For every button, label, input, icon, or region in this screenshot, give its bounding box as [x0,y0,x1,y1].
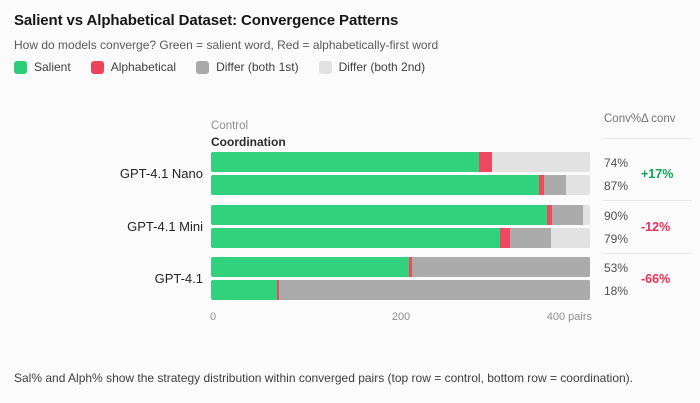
model-label: GPT-4.1 [154,271,203,286]
bar-segment-alphabetical [409,257,412,277]
stacked-bar-control [211,257,590,277]
stacked-bar-control [211,205,590,225]
bar-row-coordination [211,280,590,300]
model-group: GPT-4.1 Mini 90% 79% -12% [0,205,700,253]
group-divider [603,253,692,254]
footnote: Sal% and Alph% show the strategy distrib… [14,371,633,385]
differ-both-2nd-swatch-icon [318,60,332,74]
bar-row-control [211,152,590,172]
legend-item-salient: Salient [14,60,71,74]
legend: Salient Alphabetical Differ (both 1st) D… [14,60,425,74]
model-label: GPT-4.1 Mini [127,219,203,234]
bar-segment-differ-both-1st [411,257,590,277]
stacked-bar-control [211,152,590,172]
delta-conv-value: -66% [641,272,671,286]
x-axis-tick-400-pairs: 400 pairs [546,311,592,323]
bar-segment-differ-both-2nd [583,205,590,225]
bar-segment-differ-both-2nd [551,228,590,248]
bar-segment-differ-both-2nd [492,152,590,172]
bar-segment-salient [211,175,539,195]
conv-pct-coordination: 18% [604,284,629,298]
salient-swatch-icon [14,60,27,74]
conv-pct-coordination: 87% [604,179,629,193]
bar-segment-differ-both-1st [552,205,584,225]
page-subtitle: How do models converge? Green = salient … [14,38,439,52]
legend-item-alphabetical: Alphabetical [90,60,177,74]
bar-segment-salient [211,228,500,248]
column-header-conv-pct: Conv% [604,113,642,125]
x-axis-tick-200: 200 [391,311,411,323]
bar-segment-salient [211,152,480,172]
bar-segment-alphabetical [538,175,544,195]
page-title: Salient vs Alphabetical Dataset: Converg… [14,12,399,29]
model-group: GPT-4.1 53% 18% -66% [0,257,700,305]
conv-pct-control: 53% [604,261,629,275]
conv-pct-control: 90% [604,209,629,223]
model-group: GPT-4.1 Nano 74% 87% +17% [0,152,700,200]
bar-segment-differ-both-1st [279,280,590,300]
bar-segment-differ-both-1st [543,175,567,195]
legend-label: Differ (both 2nd) [338,60,426,74]
summary-header-divider [603,138,692,139]
delta-conv-value: -12% [641,220,671,234]
bar-segment-alphabetical [479,152,493,172]
conv-pct-coordination: 79% [604,232,629,246]
differ-both-1st-swatch-icon [196,60,210,74]
bar-segment-alphabetical [547,205,553,225]
bar-row-coordination [211,228,590,248]
stacked-bar-coordination [211,228,590,248]
bar-segment-salient [211,280,278,300]
bar-segment-salient [211,205,548,225]
legend-label: Alphabetical [110,60,177,74]
group-divider [603,200,692,201]
bar-segment-differ-both-1st [510,228,552,248]
legend-item-differ-both-2nd: Differ (both 2nd) [318,60,426,74]
row-header-coordination: Coordination [211,135,286,149]
bar-row-coordination [211,175,590,195]
x-axis-tick-0: 0 [209,311,217,323]
alphabetical-swatch-icon [90,60,104,74]
delta-conv-value: +17% [641,167,674,181]
bar-segment-differ-both-2nd [566,175,590,195]
bar-row-control [211,257,590,277]
model-label: GPT-4.1 Nano [119,166,203,181]
bar-segment-alphabetical [499,228,511,248]
conv-pct-control: 74% [604,156,629,170]
bar-segment-alphabetical [277,280,280,300]
bar-segment-salient [211,257,410,277]
bar-row-control [211,205,590,225]
row-header-control: Control [211,120,249,132]
legend-label: Differ (both 1st) [216,60,299,74]
legend-item-differ-both-1st: Differ (both 1st) [196,60,299,74]
legend-label: Salient [34,60,71,74]
stacked-bar-coordination [211,280,590,300]
column-header-delta-conv: Δ conv [641,113,676,125]
stacked-bar-coordination [211,175,590,195]
